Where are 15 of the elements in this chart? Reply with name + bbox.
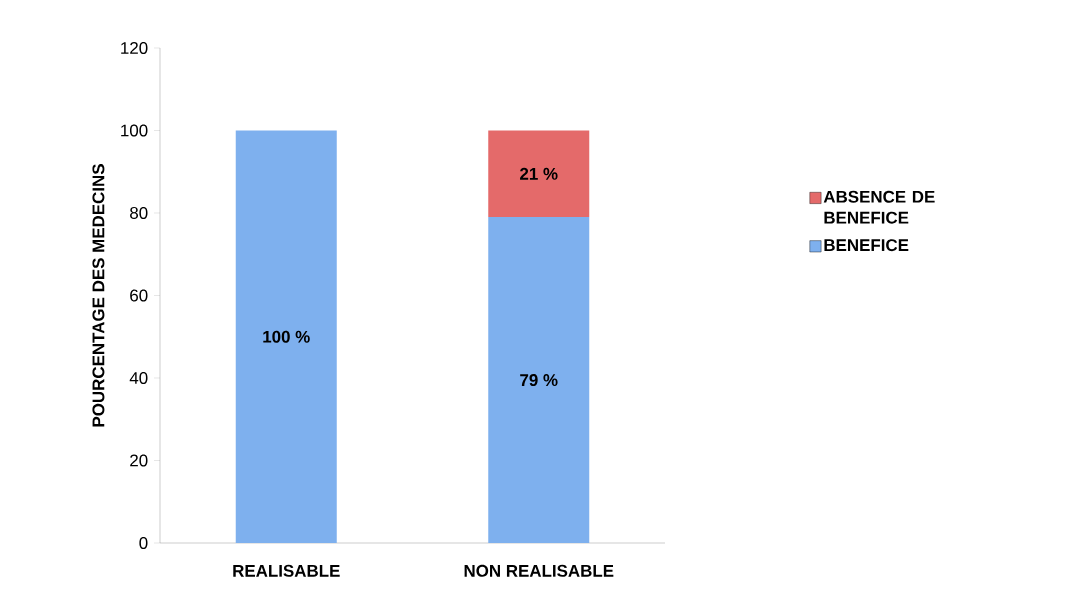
- y-tick-label: 120: [121, 42, 148, 54]
- y-tick-label: 0: [139, 537, 148, 549]
- x-tick-label: REALISABLE: [233, 564, 340, 577]
- legend-label: ABSENCE DE BENEFICE: [823, 190, 935, 224]
- legend-label: BENEFICE: [824, 239, 909, 252]
- data-label: 21 %: [520, 167, 558, 180]
- data-label: 100 %: [263, 330, 310, 343]
- y-tick-label: 40: [129, 372, 148, 384]
- y-tick-label: 20: [130, 454, 148, 467]
- y-axis-title: POURCENTAGE DES MEDECINS: [92, 164, 105, 427]
- y-tick-label: 100: [121, 124, 148, 137]
- y-tick-label: 60: [130, 289, 148, 302]
- y-tick-label: 80: [130, 207, 148, 219]
- x-tick-label: NON REALISABLE: [464, 564, 614, 577]
- data-label: 79 %: [520, 374, 558, 387]
